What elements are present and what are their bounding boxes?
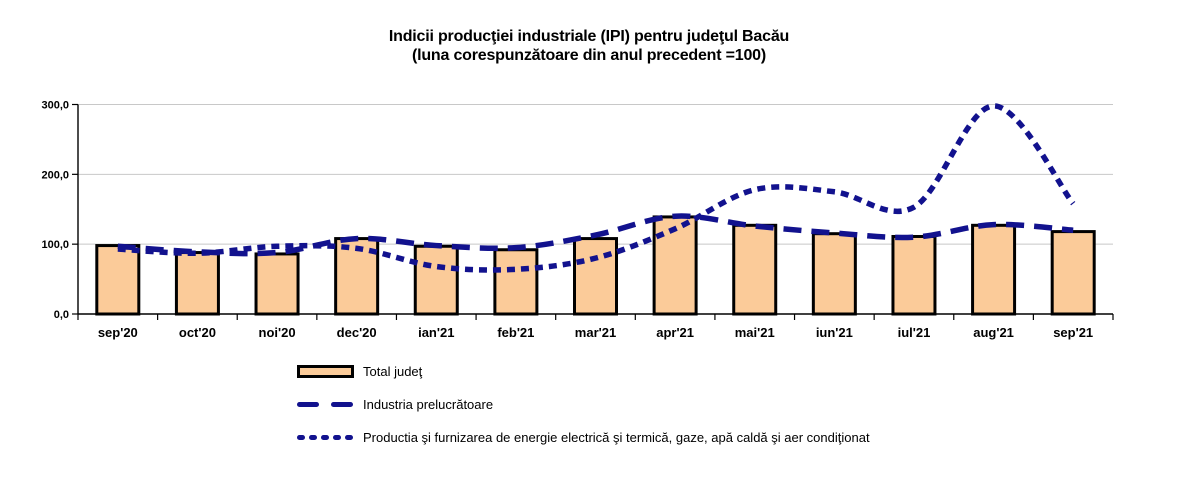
bar-noi'20 <box>254 252 300 316</box>
x-tick-label: iun'21 <box>816 325 853 340</box>
y-tick-label: 200,0 <box>41 169 69 181</box>
line-short-dash <box>117 103 1076 273</box>
short-dash-segment <box>345 434 353 440</box>
y-tick-label: 300,0 <box>41 100 69 112</box>
x-tick-label: mar'21 <box>575 325 616 340</box>
x-tick-label: ian'21 <box>418 325 454 340</box>
legend: Total judeţ Industria prelucrătoare Prod… <box>297 364 870 463</box>
short-dash-segment <box>333 434 341 440</box>
x-tick-label: apr'21 <box>656 325 694 340</box>
long-dash-segment <box>331 401 353 407</box>
legend-label-energie: Productia şi furnizarea de energie elect… <box>363 429 870 445</box>
x-tick-label: feb'21 <box>497 325 534 340</box>
legend-label-industria-prelucratoare: Industria prelucrătoare <box>363 396 494 412</box>
x-tick-label: sep'21 <box>1053 325 1093 340</box>
bar-mai'21 <box>732 223 778 316</box>
x-tick-label: sep'20 <box>98 325 138 340</box>
x-tick-label: aug'21 <box>973 325 1014 340</box>
chart-title-block: Indicii producţiei industriale (IPI) pen… <box>0 27 1178 65</box>
x-tick-label: noi'20 <box>259 325 296 340</box>
legend-label-total-judet: Total judeţ <box>363 363 423 379</box>
x-tick-label: iul'21 <box>898 325 931 340</box>
line-long-dash <box>117 213 1074 257</box>
x-tick-label: mai'21 <box>735 325 775 340</box>
short-dash-segment <box>321 434 329 440</box>
legend-short-dash-line-icon <box>297 434 354 440</box>
bar-ian'21 <box>413 244 459 316</box>
long-dash-segment <box>297 401 319 407</box>
chart-subtitle: (luna corespunzătoare din anul precedent… <box>411 47 766 64</box>
legend-item-energie: Productia şi furnizarea de energie elect… <box>297 429 870 445</box>
x-tick-label: dec'20 <box>337 325 377 340</box>
bar-aug'21 <box>971 223 1017 316</box>
bar-oct'20 <box>174 251 220 316</box>
bar-iul'21 <box>891 234 937 316</box>
chart-title: Indicii producţiei industriale (IPI) pen… <box>388 28 790 45</box>
bar-sep'21 <box>1050 230 1096 316</box>
legend-item-industria-prelucratoare: Industria prelucrătoare <box>297 396 870 412</box>
legend-long-dash-line-icon <box>297 401 354 407</box>
y-tick-label: 100,0 <box>41 239 69 251</box>
y-tick-label: 0,0 <box>54 309 69 321</box>
short-dash-segment <box>297 434 305 440</box>
short-dash-segment <box>309 434 317 440</box>
legend-bar-swatch <box>297 364 354 378</box>
legend-item-total-judet: Total judeţ <box>297 363 870 379</box>
bar-feb'21 <box>493 248 539 316</box>
x-tick-label: oct'20 <box>179 325 216 340</box>
bar-swatch-icon <box>297 364 354 378</box>
bar-mar'21 <box>573 237 618 316</box>
bar-sep'20 <box>95 244 141 316</box>
bar-iun'21 <box>811 232 857 316</box>
